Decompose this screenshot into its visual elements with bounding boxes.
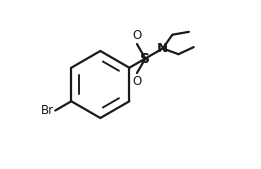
Text: O: O — [132, 29, 141, 42]
Text: O: O — [132, 75, 141, 88]
Text: S: S — [140, 52, 150, 66]
Text: Br: Br — [41, 104, 55, 117]
Text: N: N — [157, 42, 168, 55]
